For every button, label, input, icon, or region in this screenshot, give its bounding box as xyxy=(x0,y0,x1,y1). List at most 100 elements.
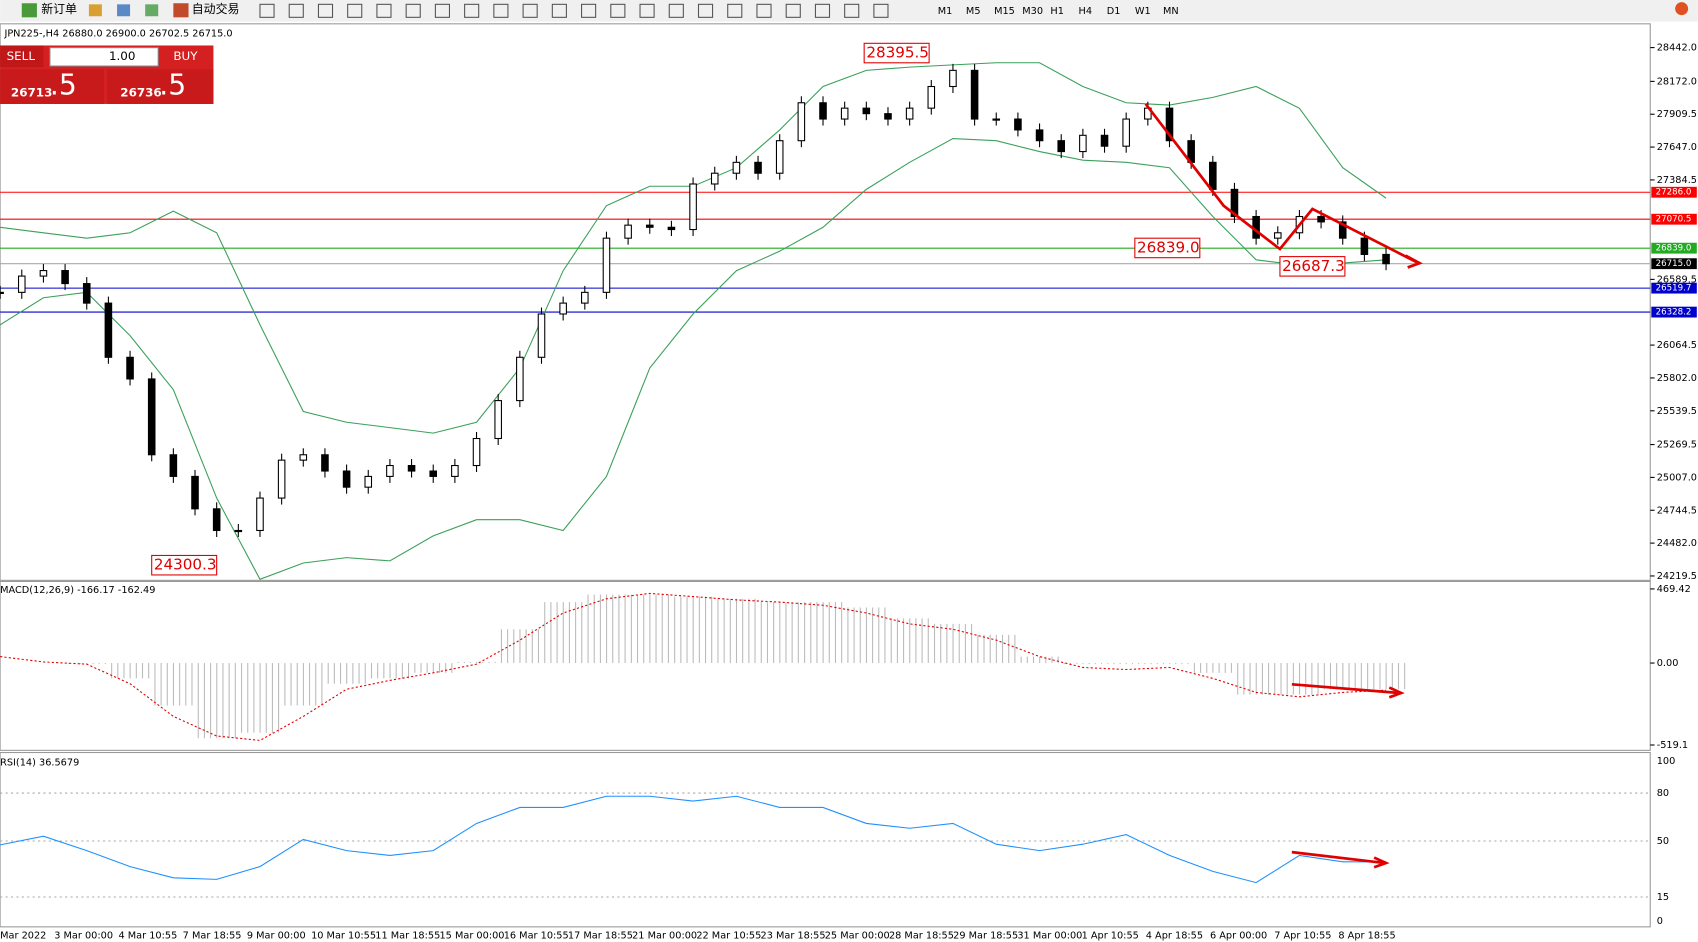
y-tick-label: 0.00 xyxy=(1657,658,1679,669)
candle-body xyxy=(277,459,286,499)
x-tick-label: 7 Apr 10:55 xyxy=(1274,931,1331,942)
sell-button[interactable] xyxy=(0,45,44,68)
tool-button[interactable] xyxy=(259,3,275,18)
alert-badge[interactable] xyxy=(1675,2,1689,16)
bid-price[interactable]: 26713 xyxy=(11,86,52,100)
tool-button[interactable] xyxy=(814,3,831,18)
candle-body xyxy=(1079,134,1087,153)
new-order-icon[interactable] xyxy=(21,3,37,18)
tool-icon[interactable] xyxy=(145,4,159,17)
timeframe[interactable]: M15 xyxy=(994,6,1015,17)
tool-button[interactable] xyxy=(581,3,597,18)
trend-arrow xyxy=(1291,850,1385,865)
candle-body xyxy=(342,470,351,488)
tool-button[interactable] xyxy=(873,3,889,18)
bid-pips[interactable]: .5 xyxy=(50,69,77,102)
candle-body xyxy=(927,85,936,109)
candle-body xyxy=(667,226,676,231)
x-tick-label: 6 Apr 00:00 xyxy=(1210,931,1267,942)
level-tag xyxy=(1651,258,1697,270)
auto-trade[interactable]: 自动交易 xyxy=(192,2,240,16)
arrow-head xyxy=(1388,686,1405,699)
candle-body xyxy=(39,270,48,277)
sell-label[interactable]: SELL xyxy=(7,49,36,63)
tool-button[interactable] xyxy=(697,3,714,18)
price-note-box xyxy=(1134,237,1201,259)
rsi-pane xyxy=(0,751,1651,928)
candle-body xyxy=(0,291,4,294)
candle-body xyxy=(840,107,849,120)
buy-price-button[interactable] xyxy=(107,69,214,104)
candle-body xyxy=(17,275,26,293)
ask-price[interactable]: 26736 xyxy=(120,86,161,100)
y-tick-label: 50 xyxy=(1657,836,1669,847)
y-tick-label: 26064.5 xyxy=(1657,340,1697,351)
tool-button[interactable] xyxy=(464,3,480,18)
tool-icon[interactable] xyxy=(88,4,102,17)
x-tick-label: 28 Mar 18:55 xyxy=(889,931,954,942)
candle-body xyxy=(689,183,697,231)
x-tick-label: 15 Mar 00:00 xyxy=(440,931,505,942)
level-label: 26839.0 xyxy=(1656,244,1692,254)
ask-pips[interactable]: .5 xyxy=(159,69,186,102)
timeframe[interactable]: W1 xyxy=(1135,6,1151,17)
sell-price-button[interactable] xyxy=(0,69,105,104)
tool-button[interactable] xyxy=(668,3,684,18)
timeframe[interactable]: D1 xyxy=(1107,6,1121,17)
tool-button[interactable] xyxy=(522,3,538,18)
tool-button[interactable] xyxy=(434,3,451,18)
candle-body xyxy=(516,356,524,402)
tool-button[interactable] xyxy=(493,3,509,18)
x-tick-label: Mar 2022 xyxy=(0,931,46,942)
tool-button[interactable] xyxy=(347,3,363,18)
timeframe[interactable]: MN xyxy=(1163,6,1179,17)
timeframe[interactable]: M1 xyxy=(938,6,953,17)
tool-button[interactable] xyxy=(727,3,743,18)
tool-button[interactable] xyxy=(639,3,655,18)
timeframe[interactable]: H4 xyxy=(1079,6,1093,17)
buy-label[interactable]: BUY xyxy=(173,49,198,63)
tool-button[interactable] xyxy=(756,3,772,18)
tool-button[interactable] xyxy=(288,3,304,18)
y-tick-label: 26589.5 xyxy=(1657,274,1697,285)
volume-input[interactable] xyxy=(49,47,159,67)
candle-body xyxy=(710,172,719,185)
candle-body xyxy=(905,107,914,120)
price-note-box xyxy=(863,42,930,64)
tool-button[interactable] xyxy=(317,3,334,18)
x-tick-label: 10 Mar 10:55 xyxy=(311,931,376,942)
timeframe[interactable]: M5 xyxy=(966,6,981,17)
tool-icon[interactable] xyxy=(117,4,131,17)
candle-body xyxy=(1014,118,1022,131)
x-tick-label: 25 Mar 00:00 xyxy=(825,931,890,942)
level-tag xyxy=(1651,282,1697,294)
level-label: 27286.0 xyxy=(1656,188,1692,198)
tool-button[interactable] xyxy=(844,3,860,18)
candle-body xyxy=(754,161,762,174)
trade-panel: SELL 1.00 BUY 26713 .5 26736 .5 xyxy=(0,45,214,104)
x-tick-label: 4 Apr 18:55 xyxy=(1146,931,1203,942)
x-tick-label: 9 Mar 00:00 xyxy=(247,931,306,942)
timeframe[interactable]: M30 xyxy=(1022,6,1043,17)
level-tag xyxy=(1651,242,1697,254)
auto-trade-icon[interactable] xyxy=(173,3,189,18)
volume[interactable]: 1.00 xyxy=(109,49,136,63)
x-tick-label: 29 Mar 18:55 xyxy=(953,931,1018,942)
rsi-header: RSI(14) 36.5679 xyxy=(0,757,79,768)
y-tick-label: 100 xyxy=(1657,756,1676,767)
timeframe[interactable]: H1 xyxy=(1050,6,1064,17)
new-order[interactable]: 新订单 xyxy=(41,2,77,16)
macd-header: MACD(12,26,9) -166.17 -162.49 xyxy=(0,585,155,596)
candle-body xyxy=(1035,129,1044,142)
trend-arrow xyxy=(1144,103,1417,264)
tool-button[interactable] xyxy=(376,3,392,18)
tool-button[interactable] xyxy=(785,3,801,18)
x-tick-label: 23 Mar 18:55 xyxy=(761,931,826,942)
y-tick-label: 80 xyxy=(1657,788,1669,799)
y-tick-label: 15 xyxy=(1657,892,1669,903)
tool-button[interactable] xyxy=(405,3,421,18)
y-tick-label: 469.42 xyxy=(1657,584,1691,595)
tool-button[interactable] xyxy=(551,3,567,18)
tool-button[interactable] xyxy=(610,3,626,18)
